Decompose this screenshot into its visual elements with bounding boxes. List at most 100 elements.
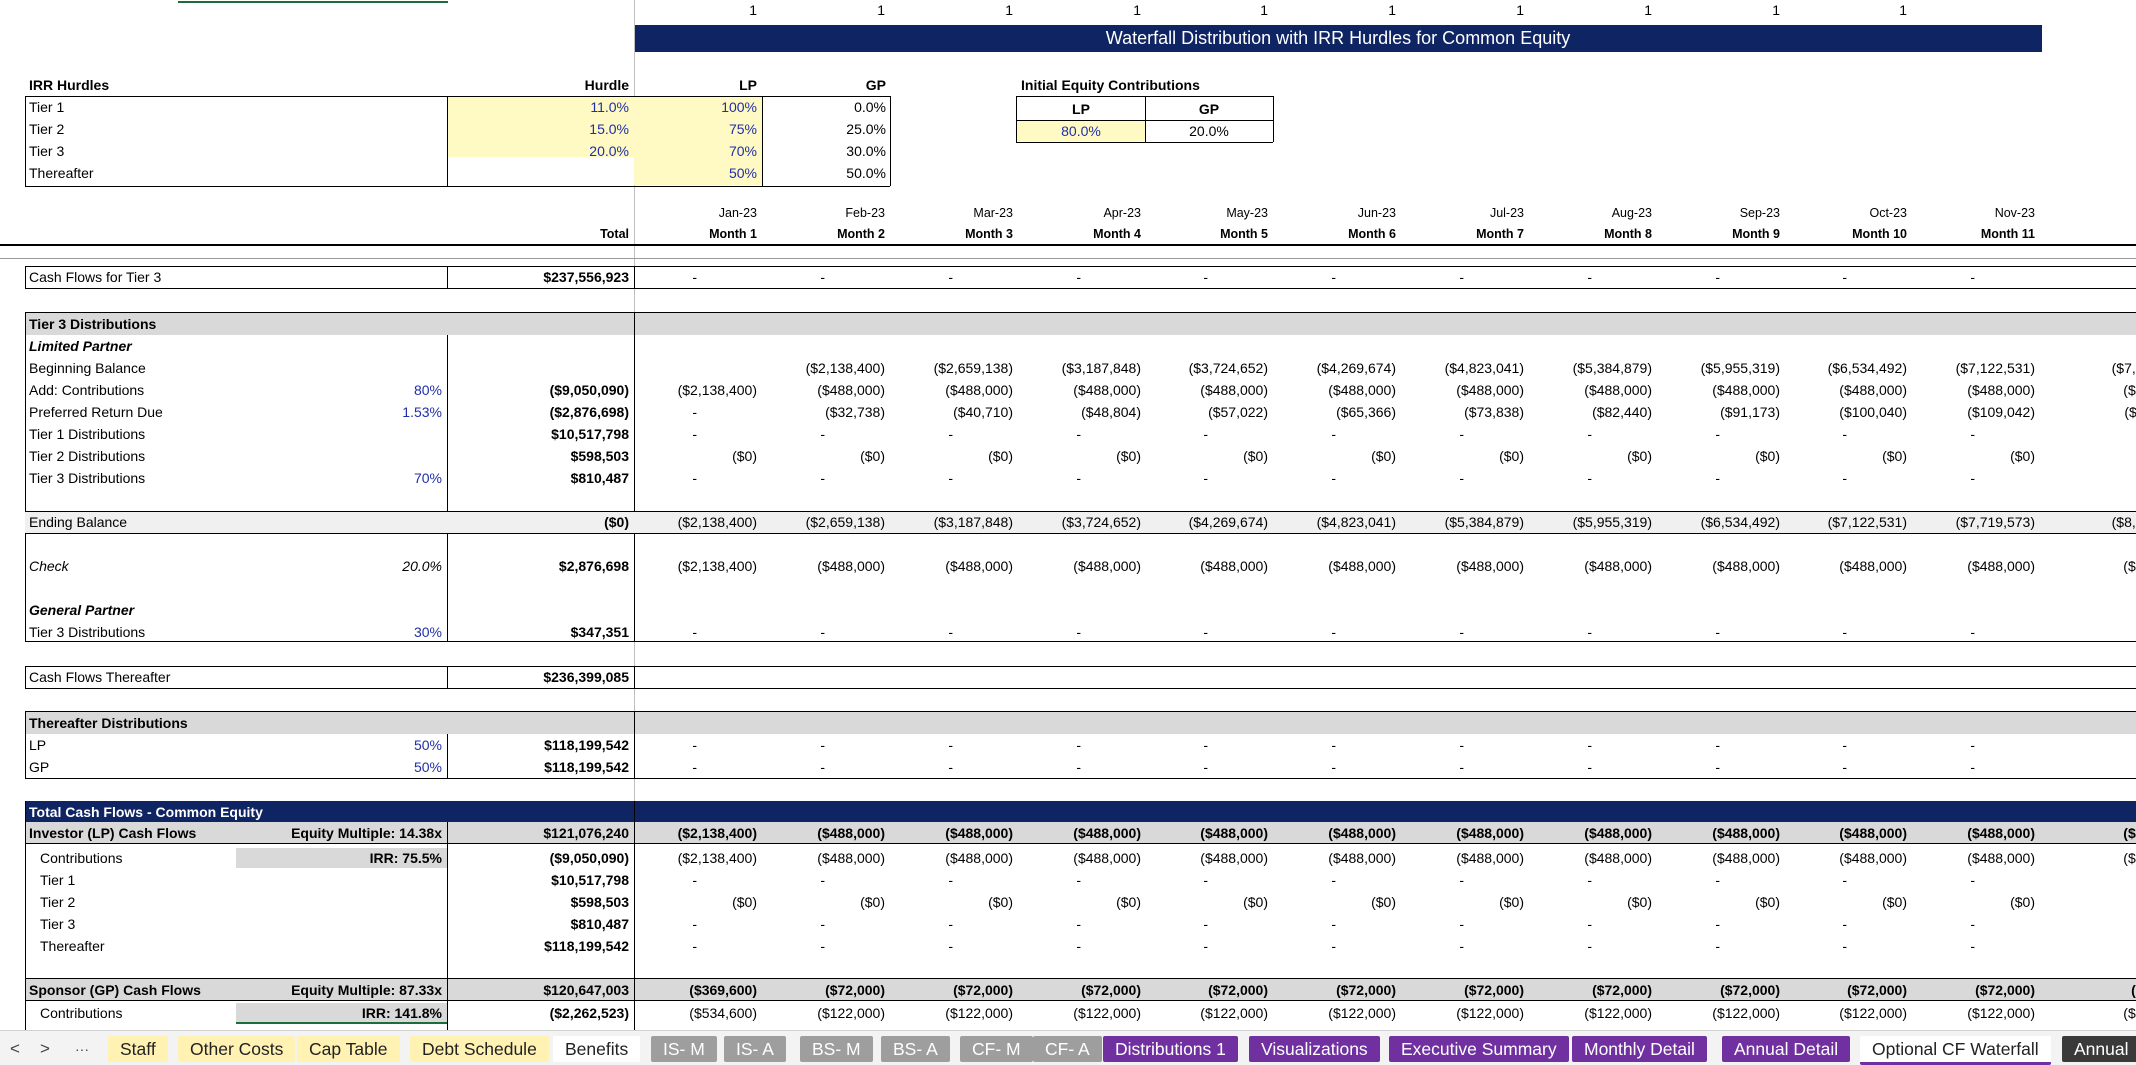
row-total-cell[interactable]: $118,199,542 xyxy=(544,938,629,954)
hurdle-rate-cell[interactable]: 11.0% xyxy=(590,99,629,115)
hurdle-rate-cell[interactable]: 15.0% xyxy=(589,121,629,137)
row-month-cell[interactable]: - xyxy=(820,938,825,954)
row-month-cell[interactable]: ($122,000) xyxy=(1328,1005,1396,1021)
row-month-cell[interactable]: - xyxy=(1587,737,1592,753)
row-month-cell[interactable]: ($488,000) xyxy=(1328,850,1396,866)
row-month-cell[interactable]: ($72,000) xyxy=(1592,982,1652,998)
row-month-cell[interactable]: ($122,000) xyxy=(1839,1005,1907,1021)
row-month-cell[interactable]: ($488, xyxy=(2123,850,2136,866)
row-month-cell[interactable]: ($0) xyxy=(1499,894,1524,910)
row-month-cell[interactable]: - xyxy=(948,938,953,954)
row-month-cell[interactable]: - xyxy=(1715,872,1720,888)
row-month-cell[interactable]: ($122, xyxy=(2123,1005,2136,1021)
row-percent-cell[interactable]: 50% xyxy=(413,737,442,753)
tab-is-m[interactable]: IS- M xyxy=(651,1036,717,1062)
row-month-cell[interactable]: ($0) xyxy=(1627,894,1652,910)
row-total-cell[interactable]: $237,556,923 xyxy=(543,269,629,285)
row-month-cell[interactable]: ($488, xyxy=(2123,825,2136,841)
row-month-cell[interactable]: ($122,000) xyxy=(1200,1005,1268,1021)
row-month-cell[interactable]: ($72,000) xyxy=(1336,982,1396,998)
tab-staff[interactable]: Staff xyxy=(108,1036,168,1062)
row-month-cell[interactable]: ($3,187,848) xyxy=(1061,360,1141,376)
row-total-cell[interactable]: ($9,050,090) xyxy=(549,850,629,866)
hurdle-lp-cell[interactable]: 70% xyxy=(728,143,757,159)
row-month-cell[interactable]: ($0) xyxy=(1755,448,1780,464)
flag-cell[interactable]: 1 xyxy=(1388,2,1396,18)
row-month-cell[interactable]: ($122,000) xyxy=(817,1005,885,1021)
row-month-cell[interactable]: ($488,000) xyxy=(1584,825,1652,841)
row-month-cell[interactable]: ($0) xyxy=(860,894,885,910)
row-month-cell[interactable]: - xyxy=(1459,872,1464,888)
row-month-cell[interactable]: - xyxy=(1203,624,1208,640)
row-month-cell[interactable] xyxy=(1529,667,1652,687)
row-month-cell[interactable]: - xyxy=(820,759,825,775)
row-month-cell[interactable]: - xyxy=(1715,269,1720,285)
row-month-cell[interactable]: ($488,000) xyxy=(1712,558,1780,574)
hurdle-lp-cell[interactable]: 75% xyxy=(728,121,757,137)
row-month-cell[interactable]: ($0) xyxy=(1371,894,1396,910)
row-month-cell[interactable]: ($488,000) xyxy=(1328,825,1396,841)
row-month-cell[interactable]: ($3,187,848) xyxy=(933,514,1013,530)
row-month-cell[interactable]: ($488,000) xyxy=(1456,825,1524,841)
hurdle-rate-cell[interactable]: 20.0% xyxy=(589,143,629,159)
row-month-cell[interactable]: ($7,719,573) xyxy=(1955,514,2035,530)
row-month-cell[interactable]: ($5,955,319) xyxy=(1700,360,1780,376)
flag-cell[interactable]: 1 xyxy=(1772,2,1780,18)
row-month-cell[interactable]: ($0) xyxy=(988,894,1013,910)
row-month-cell[interactable]: - xyxy=(692,916,697,932)
hurdle-gp-cell[interactable]: 25.0% xyxy=(846,121,886,137)
row-month-cell[interactable]: ($91,173) xyxy=(1720,404,1780,420)
row-month-cell[interactable]: ($488,000) xyxy=(1073,850,1141,866)
row-month-cell[interactable] xyxy=(2040,446,2136,466)
row-month-cell[interactable]: ($4,269,674) xyxy=(1316,360,1396,376)
row-total-cell[interactable]: $118,199,542 xyxy=(544,737,629,753)
row-month-cell[interactable] xyxy=(2040,267,2136,287)
row-month-cell[interactable]: ($488,000) xyxy=(1456,850,1524,866)
row-total-cell[interactable]: ($2,876,698) xyxy=(549,404,629,420)
row-month-cell[interactable]: - xyxy=(1459,624,1464,640)
tab-cf-a[interactable]: CF- A xyxy=(1033,1036,1102,1062)
tab-other-costs[interactable]: Other Costs xyxy=(178,1036,296,1062)
row-month-cell[interactable]: ($0) xyxy=(1627,448,1652,464)
row-month-cell[interactable]: ($2,659,138) xyxy=(805,514,885,530)
row-month-cell[interactable]: ($488,000) xyxy=(945,382,1013,398)
row-month-cell[interactable]: ($122,000) xyxy=(1712,1005,1780,1021)
row-month-cell[interactable]: - xyxy=(1203,269,1208,285)
flag-cell[interactable]: 1 xyxy=(1516,2,1524,18)
row-month-cell[interactable]: ($4,823,041) xyxy=(1316,514,1396,530)
row-month-cell[interactable]: ($2,138,400) xyxy=(677,558,757,574)
flag-cell[interactable]: 1 xyxy=(1260,2,1268,18)
row-month-cell[interactable] xyxy=(1784,667,1907,687)
tab-distributions-1[interactable]: Distributions 1 xyxy=(1103,1036,1238,1062)
row-month-cell[interactable]: ($488,000) xyxy=(1967,558,2035,574)
row-month-cell[interactable] xyxy=(2040,424,2136,444)
tab-annual[interactable]: Annual xyxy=(2062,1036,2136,1062)
row-month-cell[interactable]: ($0) xyxy=(1499,448,1524,464)
row-month-cell[interactable]: - xyxy=(1970,426,1975,442)
row-month-cell[interactable]: - xyxy=(1842,737,1847,753)
row-month-cell[interactable]: ($2,138,400) xyxy=(677,850,757,866)
row-month-cell[interactable]: ($2,138,400) xyxy=(677,825,757,841)
row-month-cell[interactable]: ($0) xyxy=(1116,894,1141,910)
row-month-cell[interactable]: ($122,000) xyxy=(1456,1005,1524,1021)
row-month-cell[interactable]: ($488,000) xyxy=(1967,382,2035,398)
row-month-cell[interactable]: - xyxy=(692,737,697,753)
flag-cell[interactable]: 1 xyxy=(1133,2,1141,18)
row-month-cell[interactable]: ($488,000) xyxy=(1328,558,1396,574)
row-month-cell[interactable]: - xyxy=(1715,470,1720,486)
row-total-cell[interactable]: $121,076,240 xyxy=(543,825,629,841)
row-month-cell[interactable]: - xyxy=(1842,916,1847,932)
row-month-cell[interactable] xyxy=(1018,667,1141,687)
tab-visualizations[interactable]: Visualizations xyxy=(1249,1036,1380,1062)
row-month-cell[interactable]: - xyxy=(1459,470,1464,486)
row-month-cell[interactable]: ($488,000) xyxy=(1584,382,1652,398)
row-month-cell[interactable]: - xyxy=(1842,269,1847,285)
row-total-cell[interactable]: ($0) xyxy=(604,514,629,530)
row-month-cell[interactable]: - xyxy=(820,737,825,753)
row-month-cell[interactable]: ($488,000) xyxy=(1073,825,1141,841)
row-month-cell[interactable]: ($72,000) xyxy=(1847,982,1907,998)
row-month-cell[interactable]: - xyxy=(1715,759,1720,775)
row-month-cell[interactable]: - xyxy=(692,938,697,954)
row-month-cell[interactable]: ($2,138,400) xyxy=(805,360,885,376)
row-percent-cell[interactable]: 70% xyxy=(413,470,442,486)
